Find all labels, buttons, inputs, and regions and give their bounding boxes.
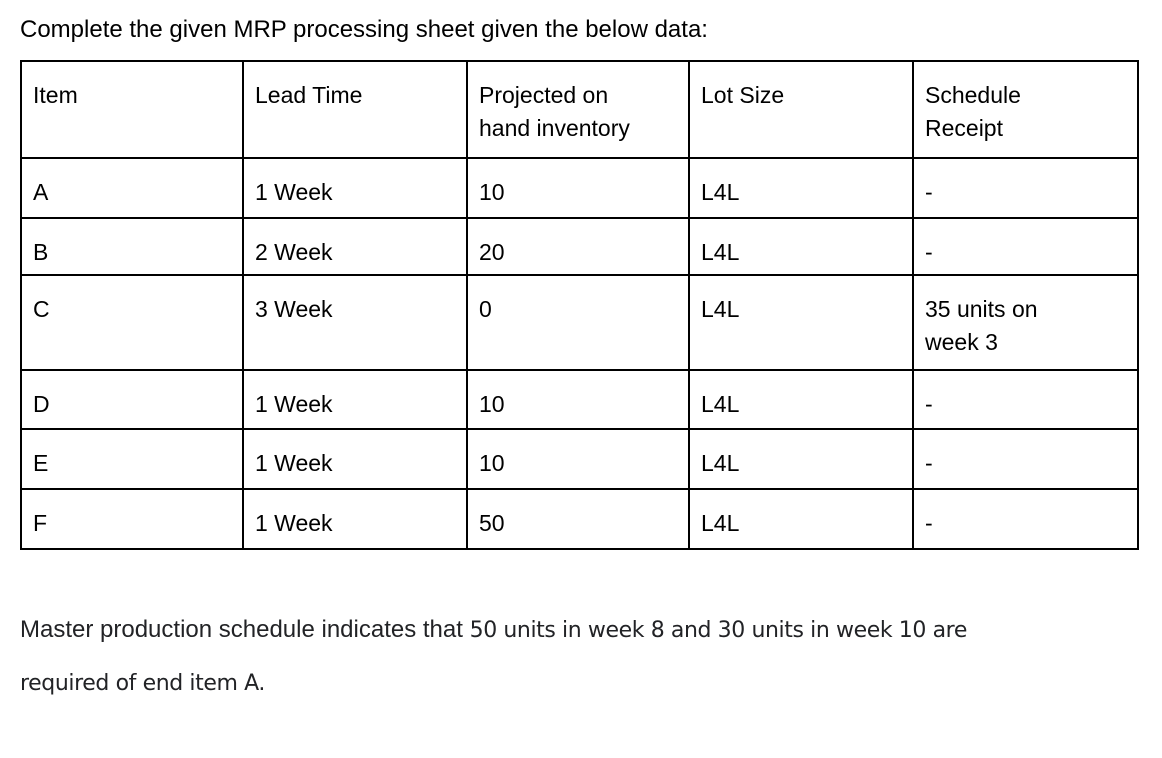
column-header-lot-size: Lot Size <box>688 60 914 159</box>
cell-inventory: 10 <box>466 428 690 490</box>
mps-note: Master production schedule indicates tha… <box>20 604 1150 710</box>
table-row-item-d: D 1 Week 10 L4L - <box>20 369 1139 430</box>
cell-item: C <box>20 274 244 371</box>
cell-item: D <box>20 369 244 430</box>
column-header-item: Item <box>20 60 244 159</box>
cell-inventory: 10 <box>466 369 690 430</box>
cell-schedule-receipt: - <box>912 157 1139 219</box>
cell-schedule-receipt: 35 units on week 3 <box>912 274 1139 371</box>
table-row-item-c: C 3 Week 0 L4L 35 units on week 3 <box>20 274 1139 371</box>
column-header-schedule-receipt: Schedule Receipt <box>912 60 1139 159</box>
table-row-item-f: F 1 Week 50 L4L - <box>20 488 1139 550</box>
cell-lot-size: L4L <box>688 157 914 219</box>
cell-lead-time: 3 Week <box>242 274 468 371</box>
table-row-item-a: A 1 Week 10 L4L - <box>20 157 1139 219</box>
table-header-row: Item Lead Time Projected on hand invento… <box>20 60 1139 159</box>
cell-lead-time: 1 Week <box>242 488 468 550</box>
column-header-lead-time: Lead Time <box>242 60 468 159</box>
cell-item: F <box>20 488 244 550</box>
cell-schedule-receipt: - <box>912 217 1139 276</box>
mps-note-intro: Master production schedule indicates tha… <box>20 616 470 643</box>
mps-note-requirements: 50 units in week 8 and 30 units in week … <box>20 618 967 696</box>
cell-lot-size: L4L <box>688 488 914 550</box>
cell-lot-size: L4L <box>688 428 914 490</box>
cell-inventory: 10 <box>466 157 690 219</box>
cell-item: B <box>20 217 244 276</box>
cell-item: E <box>20 428 244 490</box>
question-page: Complete the given MRP processing sheet … <box>20 16 1150 710</box>
column-header-projected-on-hand-inventory: Projected on hand inventory <box>466 60 690 159</box>
cell-item: A <box>20 157 244 219</box>
table-row-item-b: B 2 Week 20 L4L - <box>20 217 1139 276</box>
cell-schedule-receipt: - <box>912 488 1139 550</box>
cell-lead-time: 1 Week <box>242 428 468 490</box>
cell-inventory: 50 <box>466 488 690 550</box>
cell-inventory: 20 <box>466 217 690 276</box>
cell-schedule-receipt: - <box>912 428 1139 490</box>
cell-lot-size: L4L <box>688 274 914 371</box>
cell-lot-size: L4L <box>688 369 914 430</box>
cell-lead-time: 2 Week <box>242 217 468 276</box>
cell-inventory: 0 <box>466 274 690 371</box>
mrp-data-table: Item Lead Time Projected on hand invento… <box>20 60 1139 550</box>
question-title: Complete the given MRP processing sheet … <box>20 16 708 43</box>
cell-schedule-receipt: - <box>912 369 1139 430</box>
cell-lead-time: 1 Week <box>242 369 468 430</box>
cell-lot-size: L4L <box>688 217 914 276</box>
cell-lead-time: 1 Week <box>242 157 468 219</box>
table-row-item-e: E 1 Week 10 L4L - <box>20 428 1139 490</box>
